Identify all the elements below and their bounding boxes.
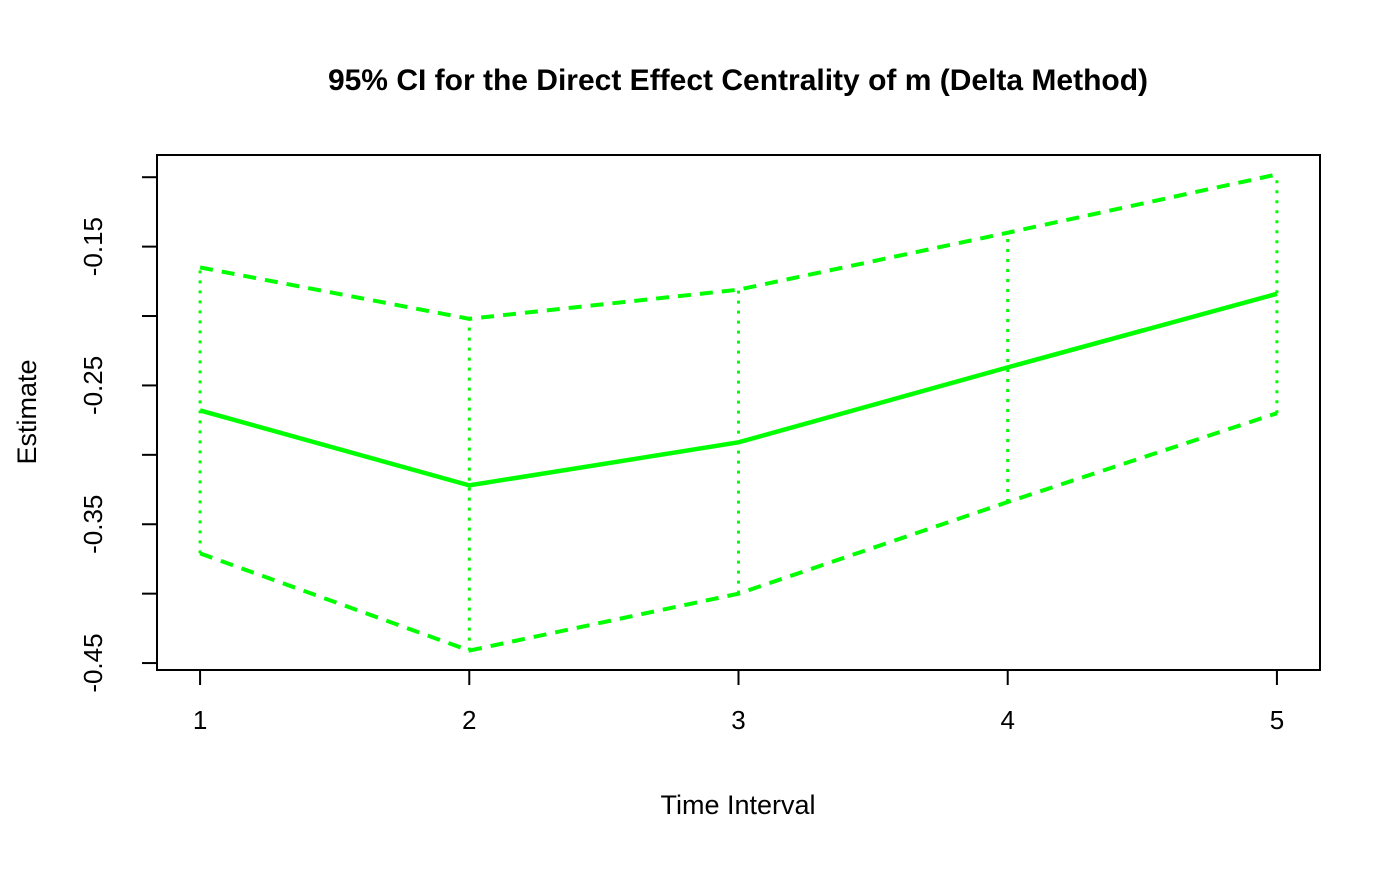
- estimate-line: [199, 291, 1278, 488]
- upper-95-ci-line: [199, 172, 1278, 321]
- x-tick-label: 3: [731, 705, 745, 735]
- x-axis-ticks: 1 2 3 4 5: [193, 670, 1284, 735]
- y-axis-ticks: -0.45 -0.35 -0.25 -0.15: [78, 176, 157, 693]
- x-tick-label: 2: [462, 705, 476, 735]
- y-tick-label: -0.15: [78, 217, 108, 276]
- x-axis-title: Time Interval: [660, 790, 815, 820]
- x-tick-label: 1: [193, 705, 207, 735]
- x-tick-label: 5: [1270, 705, 1284, 735]
- series-lines: [199, 172, 1278, 653]
- y-tick-label: -0.45: [78, 633, 108, 692]
- chart-title: 95% CI for the Direct Effect Centrality …: [328, 64, 1148, 97]
- x-tick-label: 4: [1000, 705, 1014, 735]
- y-tick-label: -0.35: [78, 495, 108, 554]
- y-tick-label: -0.25: [78, 356, 108, 415]
- lower-95-ci-line: [199, 411, 1278, 653]
- ci-whisker-lines: [198, 174, 1279, 651]
- y-axis-title: Estimate: [12, 359, 42, 464]
